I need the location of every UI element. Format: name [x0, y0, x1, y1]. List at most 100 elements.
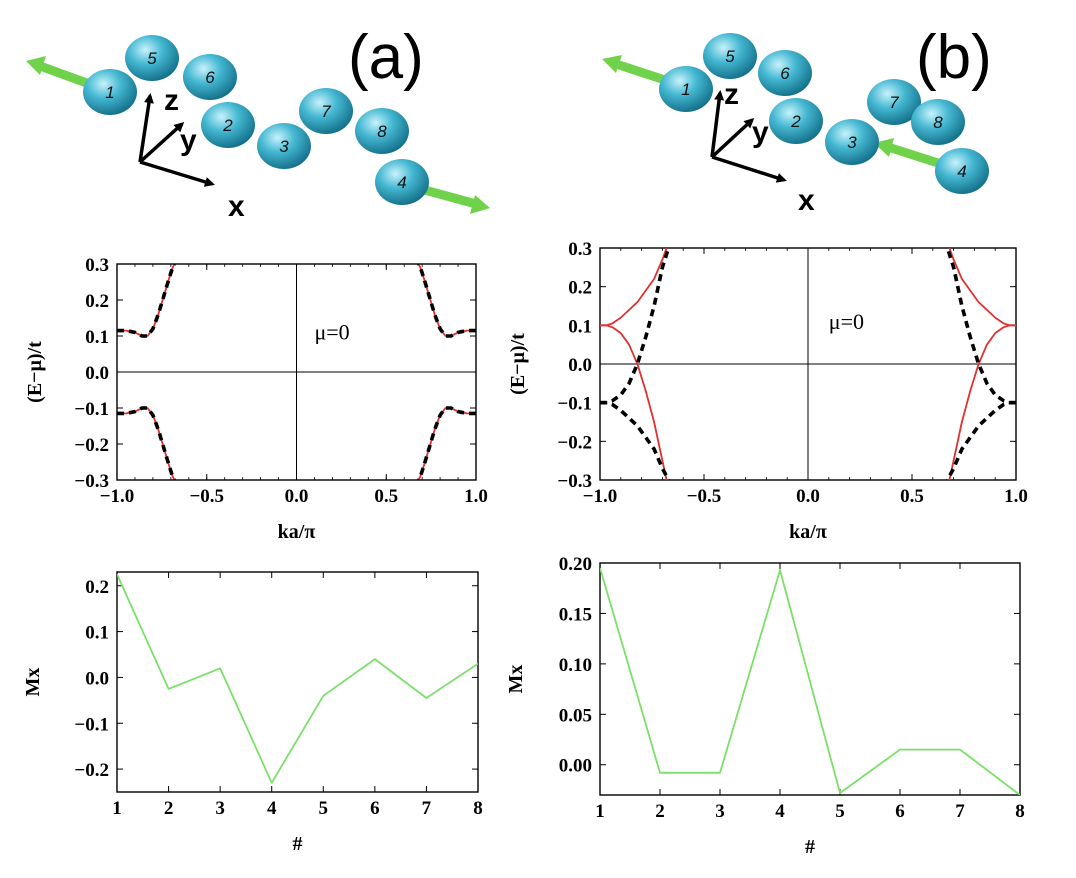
x-tick-label: 0.5: [374, 486, 398, 507]
svg-text:6: 6: [205, 68, 215, 87]
atom-3-a: 3: [257, 123, 311, 169]
y-axis-label: Mx: [22, 668, 44, 697]
y-axis-label: (E−μ)/t: [24, 341, 46, 403]
svg-text:4: 4: [957, 162, 966, 181]
y-tick-label: −0.2: [74, 760, 109, 781]
svg-text:3: 3: [847, 133, 857, 152]
atom-5-b: 5: [703, 33, 757, 79]
y-tick-label: 0.20: [559, 554, 592, 575]
series-line-2: [600, 248, 668, 327]
atom-3-b: 3: [825, 119, 879, 165]
atom-8-a: 8: [355, 108, 409, 154]
svg-text:7: 7: [889, 93, 899, 112]
atom-5-a: 5: [125, 35, 179, 81]
svg-text:7: 7: [321, 102, 331, 121]
svg-text:3: 3: [279, 137, 289, 156]
series-line-1: [600, 324, 668, 480]
x-tick-label: 1.0: [464, 486, 488, 507]
axis-label-y-b: y: [752, 116, 769, 149]
panel-label-a: (a): [348, 23, 424, 92]
panel-label-b: (b): [916, 23, 992, 92]
x-tick-label: 8: [1015, 801, 1025, 822]
plot-frame: [116, 571, 479, 793]
atom-4-a: 4: [375, 159, 429, 205]
atom-8-b: 8: [911, 99, 965, 145]
series-line-5: [417, 264, 476, 337]
atom-2-b: 2: [769, 98, 823, 144]
y-tick-label: 0.15: [559, 604, 592, 625]
axes-a: z y x: [138, 84, 245, 223]
svg-text:5: 5: [725, 47, 735, 66]
x-tick-label: 3: [715, 801, 725, 822]
arrow-atom-4-b: [874, 138, 940, 168]
x-tick-label: 2: [655, 801, 665, 822]
series-line-5: [948, 248, 1016, 327]
svg-text:1: 1: [681, 80, 690, 99]
x-tick-label: 8: [473, 798, 483, 819]
svg-text:4: 4: [397, 173, 406, 192]
x-tick-label: −0.5: [687, 486, 722, 507]
schematic-a: (a) z y x 5 6 1 7 2 8 3 4: [26, 23, 490, 223]
y-tick-label: 0.2: [85, 291, 109, 312]
x-tick-label: 5: [835, 801, 845, 822]
x-tick-label: 3: [215, 798, 225, 819]
atom-1-b: 1: [659, 66, 713, 112]
y-tick-label: 0.10: [559, 655, 592, 676]
arrow-atom-1-b: [602, 55, 667, 85]
y-tick-label: −0.2: [74, 435, 109, 456]
y-tick-label: −0.3: [74, 471, 109, 492]
y-axis-label: (E−μ)/t: [507, 333, 529, 395]
series-line-1: [600, 567, 1020, 795]
y-axis-label: Mx: [505, 665, 527, 694]
x-tick-label: 1: [595, 801, 605, 822]
x-axis-label: ka/π: [789, 521, 827, 543]
band-structure-chart-b: −1.0 −0.5 0.0 0.5 1.0 0.3 0.2 0.1 0.0 −0.1 −0.2 −0.…: [507, 239, 1028, 543]
y-tick-label: 0.1: [568, 316, 592, 337]
magnetization-chart-b: 1 2 3 4 5 6 7 8 0.20 0.15 0.10 0.05 0.00 # Mx: [505, 554, 1025, 858]
y-tick-label: −0.1: [557, 394, 592, 415]
x-tick-label: 7: [955, 801, 965, 822]
y-tick-label: 0.1: [85, 327, 109, 348]
y-tick-label: 0.0: [568, 355, 592, 376]
atom-4-b: 4: [935, 148, 989, 194]
svg-text:6: 6: [780, 64, 790, 83]
x-axis-label: #: [293, 833, 303, 855]
arrow-atom-1-a: [26, 56, 97, 91]
axis-label-x-b: x: [798, 184, 815, 217]
y-tick-label: 0.2: [568, 278, 592, 299]
series-line-8: [945, 400, 1016, 480]
atom-6-b: 6: [758, 50, 812, 96]
y-tick-label: 0.0: [85, 668, 109, 689]
atom-2-a: 2: [201, 102, 255, 148]
series-line-4: [600, 400, 671, 480]
x-tick-label: 0.0: [796, 486, 820, 507]
schematic-b: (b) z y x 5 6 1 7 2 8 3 4: [602, 23, 992, 217]
svg-text:2: 2: [790, 112, 801, 131]
axis-label-x-a: x: [228, 190, 245, 223]
x-tick-label: 0.0: [285, 486, 309, 507]
svg-text:1: 1: [105, 83, 114, 102]
y-tick-label: 0.2: [85, 577, 109, 598]
x-tick-label: 1.0: [1004, 486, 1028, 507]
band-structure-chart-a: −1.0 −0.5 0.0 0.5 1.0 0.3 0.2 0.1 0.0 −0.1 −0.2 −0.…: [24, 255, 488, 543]
series-line-4: [117, 406, 177, 480]
x-tick-label: 0.5: [900, 486, 924, 507]
x-tick-label: 7: [422, 798, 432, 819]
y-tick-label: 0.00: [559, 756, 592, 777]
series-line-1: [117, 264, 176, 337]
series-line-7: [945, 248, 1016, 405]
x-tick-label: 6: [370, 798, 380, 819]
x-tick-label: 1: [112, 798, 122, 819]
axis-label-y-a: y: [180, 124, 197, 157]
x-axis-label: ka/π: [278, 521, 316, 543]
y-tick-label: −0.2: [557, 432, 592, 453]
axes-b: z y x: [710, 78, 815, 217]
atom-6-a: 6: [183, 54, 237, 100]
x-tick-label: 6: [895, 801, 905, 822]
y-tick-label: −0.3: [557, 471, 592, 492]
series-line-1: [117, 573, 478, 784]
x-tick-label: −1.0: [583, 486, 618, 507]
y-tick-label: 0.1: [85, 623, 109, 644]
series-line-3: [600, 248, 671, 405]
